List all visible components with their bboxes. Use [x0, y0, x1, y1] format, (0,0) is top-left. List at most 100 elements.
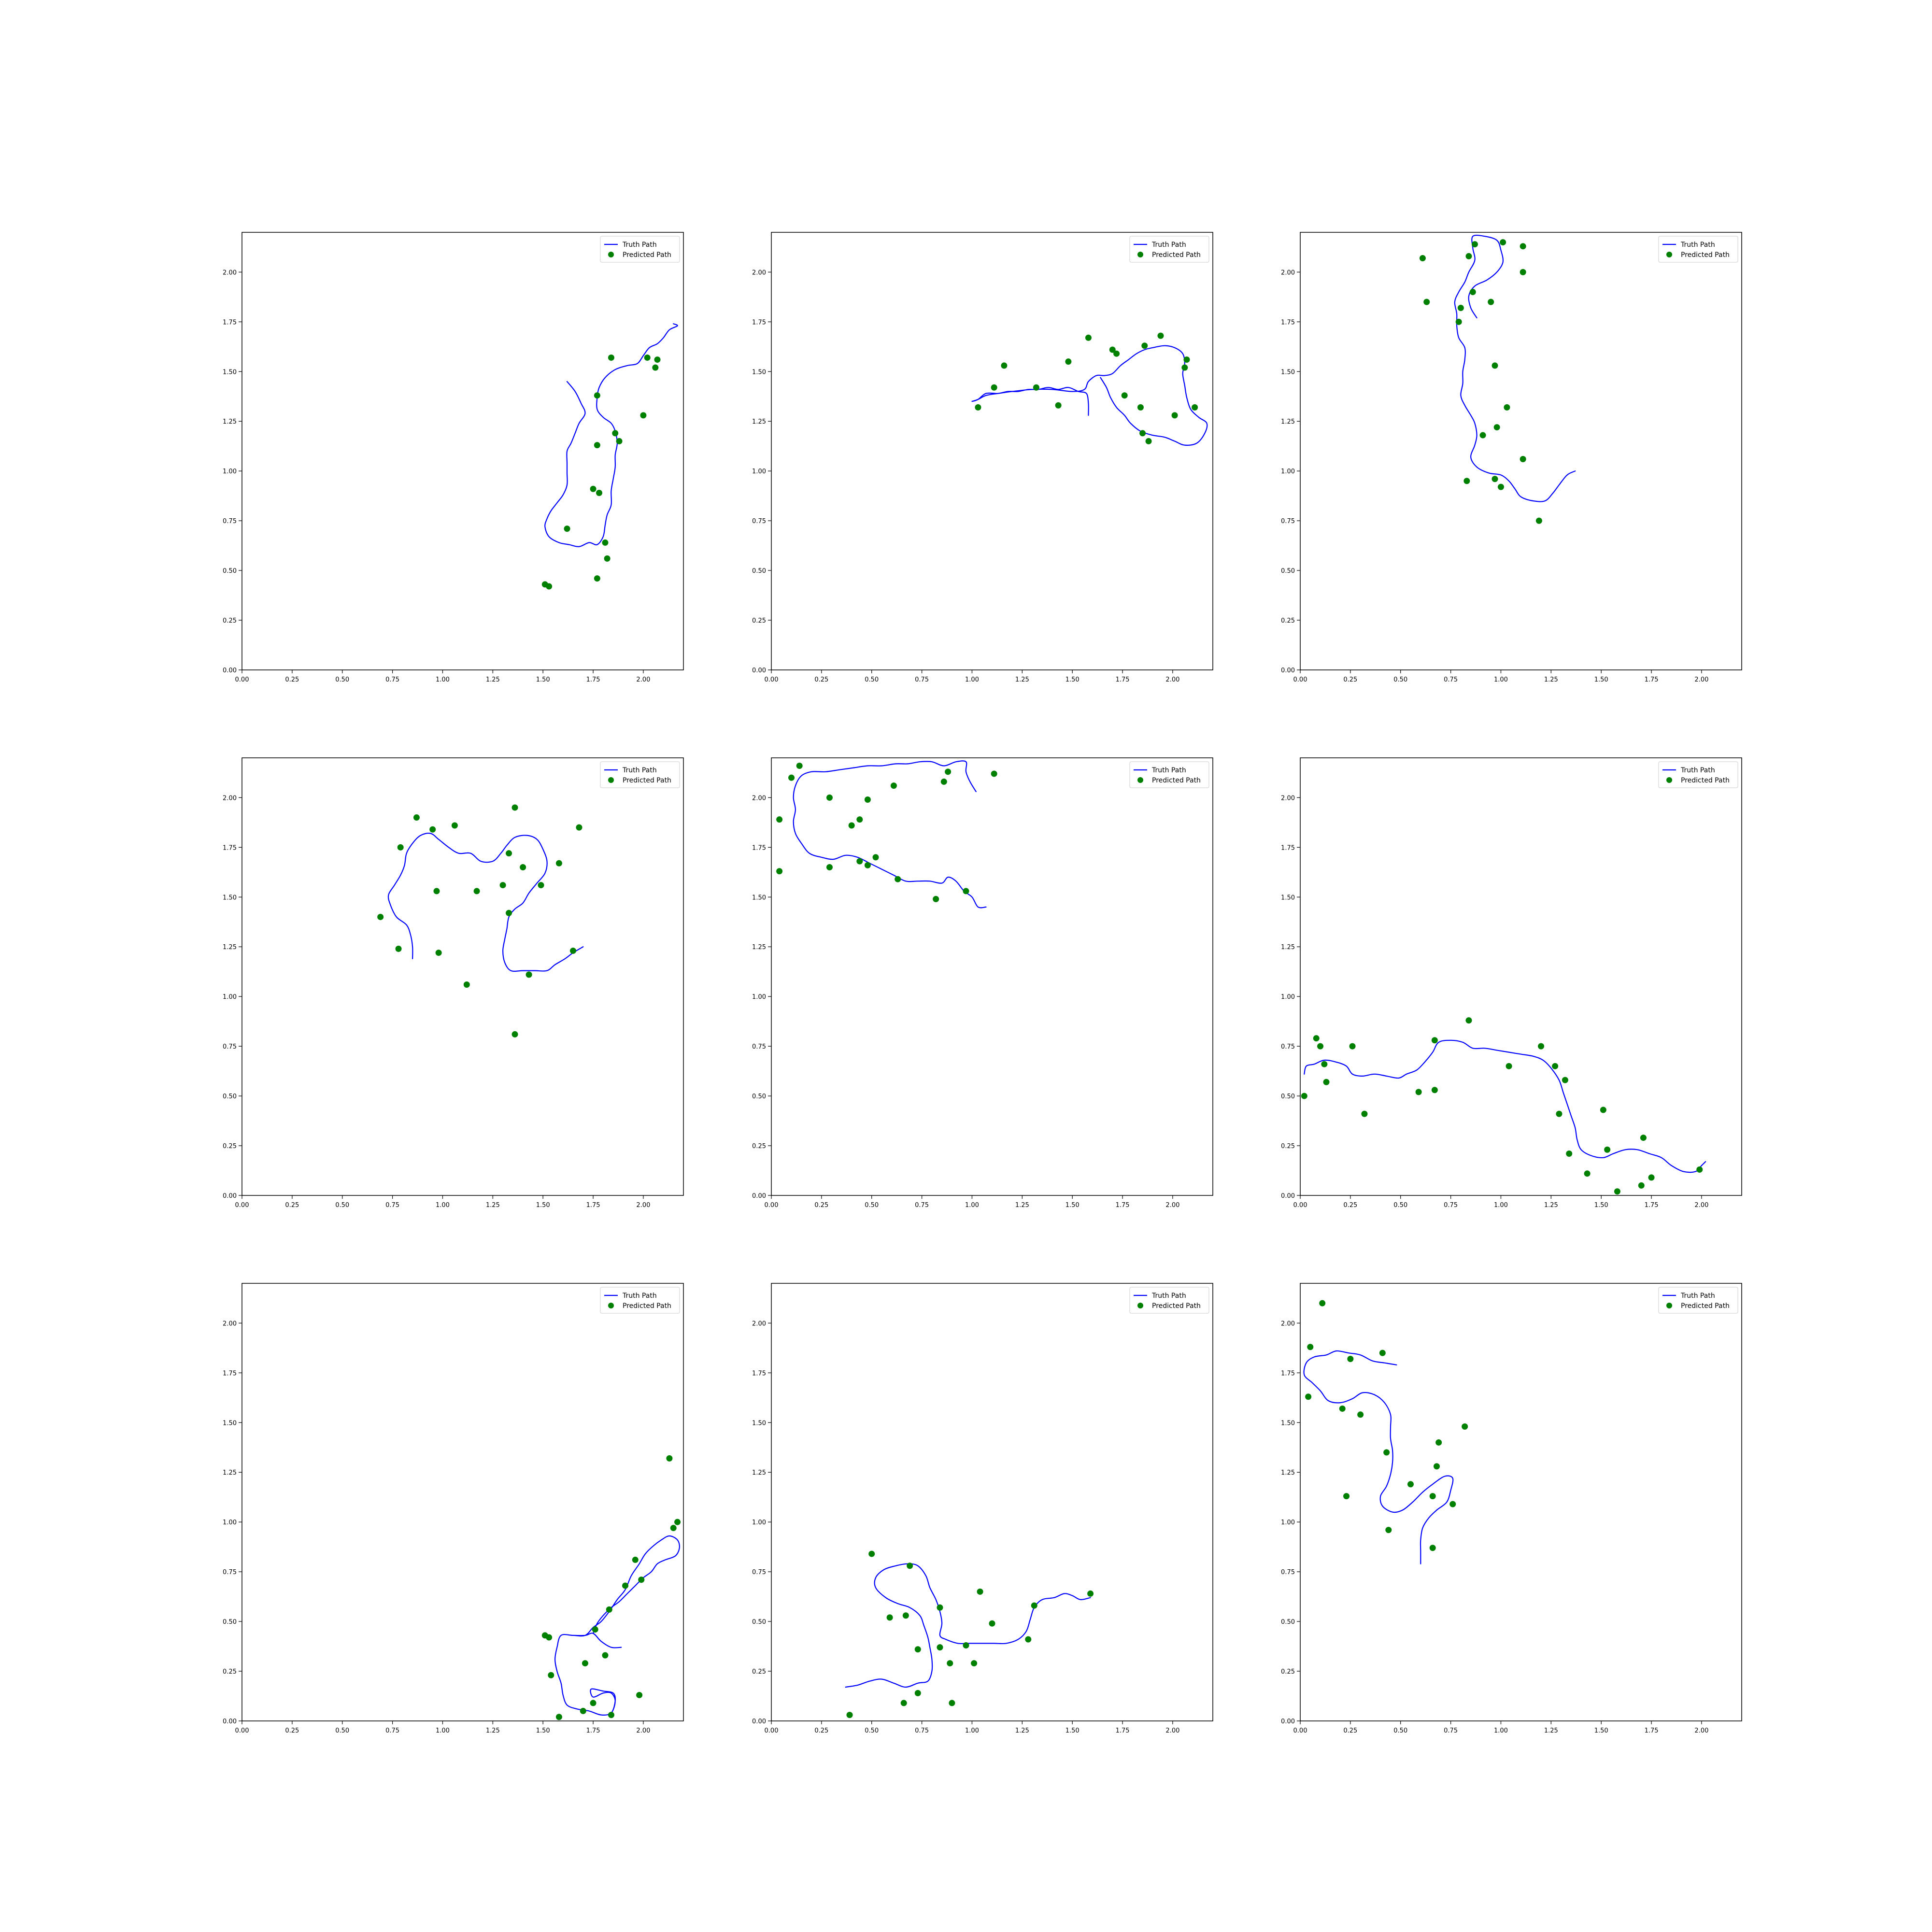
legend: Truth Path Predicted Path	[1130, 762, 1209, 788]
predicted-point	[1465, 253, 1472, 259]
legend-marker-icon	[608, 777, 614, 783]
predicted-point	[1500, 239, 1506, 245]
y-tick-label: 2.00	[223, 1320, 237, 1327]
x-tick-label: 1.50	[1065, 1727, 1080, 1734]
predicted-point	[1520, 269, 1526, 275]
predicted-point	[847, 1712, 853, 1718]
y-tick-label: 0.50	[223, 568, 237, 575]
predicted-point	[1183, 356, 1190, 363]
predicted-point	[612, 430, 618, 436]
axes-frame	[242, 232, 683, 670]
legend: Truth Path Predicted Path	[600, 762, 680, 788]
legend-marker-icon	[1137, 252, 1143, 257]
x-tick-label: 1.00	[965, 1202, 979, 1209]
predicted-point	[500, 882, 506, 888]
subplot-3: 0.00 0.25 0.50 0.75 1.00 1.25 1.50 1.75 2.000.00…	[1281, 232, 1742, 683]
predicted-point	[1494, 424, 1500, 430]
predicted-point	[1492, 476, 1498, 482]
predicted-point	[670, 1525, 677, 1531]
y-tick-label: 1.25	[752, 944, 766, 951]
predicted-point	[1113, 351, 1120, 357]
predicted-point	[991, 770, 997, 777]
x-tick-label: 1.25	[1015, 1727, 1029, 1734]
y-tick-label: 1.00	[1281, 468, 1295, 475]
x-tick-label: 1.50	[536, 1727, 550, 1734]
predicted-point	[1317, 1043, 1323, 1050]
legend-label-predicted: Predicted Path	[1152, 1302, 1201, 1310]
predicted-point	[1648, 1174, 1655, 1180]
x-tick-label: 0.00	[235, 1727, 249, 1734]
predicted-point	[398, 844, 404, 851]
axes-frame	[1300, 758, 1742, 1195]
predicted-point	[1385, 1527, 1392, 1533]
predicted-point	[1085, 335, 1092, 341]
predicted-point	[1472, 241, 1478, 247]
x-tick-label: 1.00	[1494, 1727, 1508, 1734]
y-tick-label: 1.25	[1281, 418, 1295, 426]
x-tick-label: 0.25	[814, 676, 828, 683]
legend-marker-icon	[608, 1303, 614, 1308]
predicted-point	[602, 540, 608, 546]
y-tick-label: 1.75	[223, 319, 237, 326]
legend-label-predicted: Predicted Path	[623, 1302, 671, 1310]
x-tick-label: 1.25	[1015, 676, 1029, 683]
x-tick-label: 1.50	[1594, 1202, 1608, 1209]
predicted-point	[674, 1519, 681, 1525]
predicted-point	[556, 860, 562, 867]
legend: Truth Path Predicted Path	[1130, 1287, 1209, 1313]
predicted-point	[604, 555, 611, 562]
x-tick-label: 1.25	[1015, 1202, 1029, 1209]
x-tick-label: 1.75	[1116, 676, 1130, 683]
x-tick-label: 1.25	[486, 676, 500, 683]
predicted-point	[949, 1700, 955, 1706]
x-tick-label: 1.50	[1594, 676, 1608, 683]
y-tick-label: 0.75	[752, 518, 766, 525]
x-tick-label: 0.50	[1393, 676, 1407, 683]
y-tick-label: 0.75	[223, 518, 237, 525]
predicted-point	[907, 1563, 913, 1569]
y-tick-label: 0.50	[223, 1619, 237, 1626]
predicted-point	[963, 1642, 969, 1648]
y-tick-label: 0.25	[1281, 617, 1295, 625]
legend-marker-icon	[1666, 252, 1672, 257]
predicted-point	[1025, 1636, 1031, 1643]
predicted-point	[856, 858, 863, 865]
x-tick-label: 0.50	[335, 1727, 349, 1734]
predicted-point	[1552, 1063, 1558, 1069]
predicted-point	[873, 854, 879, 860]
predicted-point	[1139, 430, 1146, 436]
axes-frame	[242, 758, 683, 1195]
y-tick-label: 0.00	[752, 1193, 766, 1200]
predicted-point	[1305, 1393, 1311, 1400]
x-tick-label: 1.25	[1544, 676, 1558, 683]
predicted-point	[377, 914, 384, 920]
y-tick-label: 1.75	[223, 1370, 237, 1377]
predicted-point	[849, 823, 855, 829]
y-tick-label: 0.25	[752, 1668, 766, 1676]
axes-frame	[1300, 232, 1742, 670]
predicted-point	[1301, 1093, 1307, 1099]
x-tick-label: 0.25	[1343, 1727, 1357, 1734]
x-tick-label: 1.00	[965, 1727, 979, 1734]
predicted-point	[570, 948, 576, 954]
predicted-point	[576, 824, 582, 831]
predicted-point	[652, 365, 658, 371]
y-tick-label: 0.00	[223, 1718, 237, 1725]
x-tick-label: 1.00	[1494, 676, 1508, 683]
y-tick-label: 0.50	[1281, 568, 1295, 575]
predicted-point	[644, 355, 651, 361]
y-tick-label: 0.75	[223, 1043, 237, 1051]
predicted-point	[594, 392, 600, 398]
predicted-point	[608, 1712, 614, 1718]
predicted-point	[1361, 1111, 1367, 1117]
y-tick-label: 1.50	[223, 894, 237, 901]
x-tick-label: 0.75	[385, 1202, 399, 1209]
y-tick-label: 2.00	[223, 795, 237, 802]
predicted-point	[1420, 255, 1426, 261]
subplot-9: 0.00 0.25 0.50 0.75 1.00 1.25 1.50 1.75 2.00 0.00…	[1281, 1283, 1742, 1734]
y-tick-label: 0.50	[1281, 1619, 1295, 1626]
predicted-point	[1065, 358, 1071, 365]
y-tick-label: 0.50	[752, 1619, 766, 1626]
x-tick-label: 2.00	[636, 1202, 650, 1209]
x-tick-label: 0.75	[915, 676, 929, 683]
